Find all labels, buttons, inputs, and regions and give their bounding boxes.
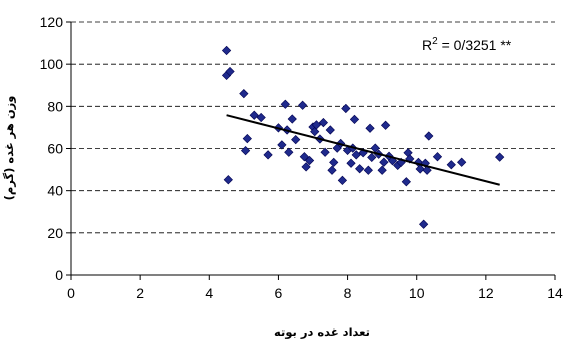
data-point bbox=[424, 131, 434, 141]
data-point bbox=[415, 164, 425, 174]
data-point bbox=[223, 175, 233, 185]
y-tick-label-20: 20 bbox=[47, 225, 63, 241]
data-point bbox=[351, 150, 361, 160]
data-point bbox=[349, 114, 360, 125]
x-tick-label-6: 6 bbox=[275, 285, 283, 301]
data-point bbox=[325, 125, 335, 135]
y-axis-title: وزن هر غده (گرم) bbox=[2, 96, 17, 201]
data-point bbox=[363, 165, 373, 175]
x-tick-label-10: 10 bbox=[409, 285, 425, 301]
data-point bbox=[387, 156, 398, 166]
data-point bbox=[277, 140, 287, 150]
data-point bbox=[380, 120, 391, 130]
data-point bbox=[419, 219, 429, 229]
y-tick-label-60: 60 bbox=[47, 141, 63, 157]
y-tick-label-40: 40 bbox=[47, 183, 63, 199]
data-point bbox=[249, 110, 259, 120]
data-point bbox=[422, 165, 432, 175]
data-point bbox=[346, 158, 356, 168]
data-point bbox=[280, 99, 290, 109]
data-point bbox=[256, 112, 266, 123]
data-point bbox=[318, 117, 328, 128]
y-tick-label-80: 80 bbox=[47, 98, 63, 114]
grid-lines bbox=[71, 21, 555, 234]
data-point bbox=[401, 177, 411, 187]
data-point bbox=[225, 66, 235, 77]
data-point bbox=[377, 165, 387, 175]
data-point bbox=[242, 133, 252, 144]
y-tick-label-100: 100 bbox=[40, 56, 64, 72]
x-tick-label-8: 8 bbox=[344, 285, 352, 301]
data-point bbox=[495, 152, 505, 162]
x-axis-title: تعداد غده در بوته bbox=[274, 325, 370, 340]
data-point bbox=[337, 175, 348, 185]
data-point bbox=[329, 157, 339, 168]
data-point bbox=[291, 135, 301, 145]
trendline-layer bbox=[226, 114, 500, 186]
data-point bbox=[365, 123, 375, 133]
tick-labels: 0 20 40 60 80 100 120 0 2 4 6 8 10 12 14 bbox=[40, 14, 563, 301]
data-point bbox=[355, 164, 365, 174]
data-point bbox=[240, 145, 251, 156]
data-point bbox=[446, 160, 456, 170]
data-point bbox=[327, 165, 337, 175]
data-point bbox=[432, 152, 443, 162]
data-point bbox=[457, 157, 467, 167]
x-tick-label-12: 12 bbox=[478, 285, 494, 301]
data-point bbox=[221, 45, 232, 56]
data-point bbox=[379, 157, 389, 167]
data-points bbox=[221, 45, 505, 229]
data-point bbox=[299, 152, 309, 162]
x-tick-label-0: 0 bbox=[67, 285, 75, 301]
data-point bbox=[304, 155, 315, 166]
data-point bbox=[301, 162, 311, 172]
data-point bbox=[311, 120, 322, 130]
data-point bbox=[298, 100, 308, 110]
y-tick-label-0: 0 bbox=[55, 267, 63, 283]
data-point bbox=[341, 103, 351, 114]
data-point bbox=[284, 147, 294, 157]
trendline bbox=[226, 114, 500, 186]
x-tick-label-14: 14 bbox=[547, 285, 563, 301]
axes bbox=[66, 21, 556, 280]
x-tick-label-2: 2 bbox=[136, 285, 144, 301]
data-point bbox=[287, 114, 297, 124]
x-tick-label-4: 4 bbox=[205, 285, 213, 301]
data-point bbox=[263, 150, 273, 160]
data-point bbox=[367, 152, 377, 162]
r-squared-annotation: R2 = 0/3251 ** bbox=[422, 36, 512, 53]
data-point bbox=[320, 147, 330, 157]
data-point bbox=[239, 89, 249, 99]
y-tick-label-120: 120 bbox=[40, 14, 64, 30]
data-point bbox=[310, 127, 320, 137]
